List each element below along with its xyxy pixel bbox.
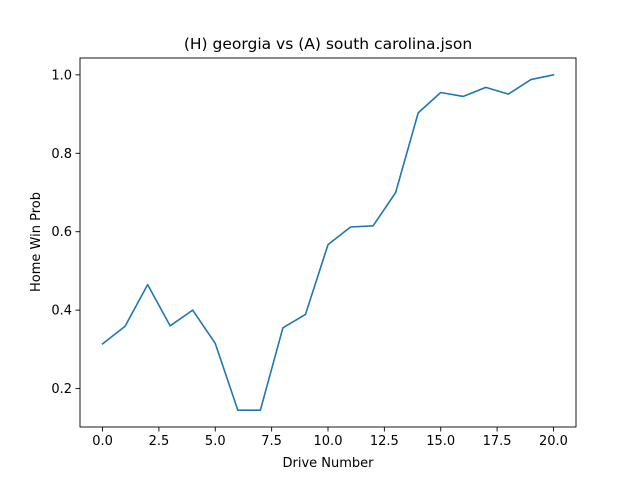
y-tick-label: 0.6	[51, 225, 72, 240]
x-tick-label: 2.5	[149, 434, 170, 449]
y-tick-label: 0.8	[51, 147, 72, 162]
x-axis-label: Drive Number	[282, 456, 374, 471]
x-tick-label: 12.5	[370, 434, 399, 449]
x-tick-label: 15.0	[426, 434, 455, 449]
x-tick-label: 20.0	[539, 434, 568, 449]
chart-title: (H) georgia vs (A) south carolina.json	[184, 35, 472, 53]
x-tick-label: 5.0	[205, 434, 226, 449]
series-line	[101, 73, 555, 411]
y-axis-label: Home Win Prob	[29, 192, 44, 292]
x-tick-label: 7.5	[261, 434, 282, 449]
y-tick-label: 0.4	[51, 304, 72, 319]
x-tick-label: 17.5	[483, 434, 512, 449]
y-tick-label: 1.0	[51, 68, 72, 83]
x-tick-label: 0.0	[92, 434, 113, 449]
y-tick-label: 0.2	[51, 382, 72, 397]
plot-area: 0.0 2.5 5.0 7.5 10.0 12.5 15.0 17.5 20.0 0.2 0.4 0.…	[51, 57, 577, 449]
x-tick-label: 10.0	[314, 434, 343, 449]
